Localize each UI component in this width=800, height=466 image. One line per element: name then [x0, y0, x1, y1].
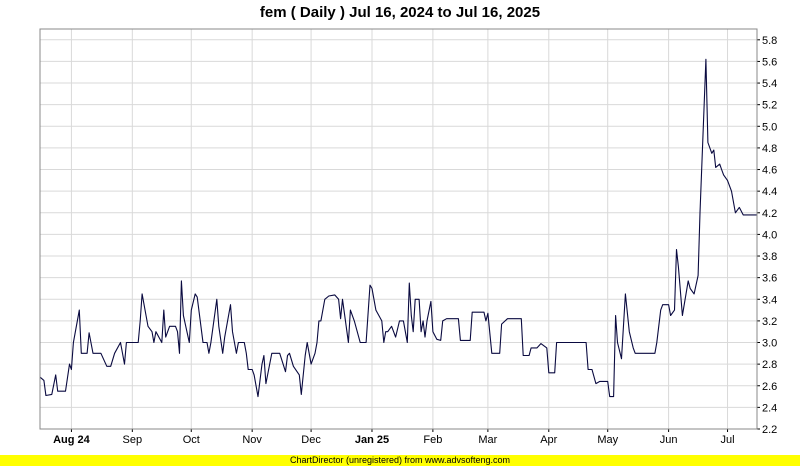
y-tick-label: 4.6	[762, 165, 777, 177]
y-tick-label: 5.4	[762, 78, 777, 90]
y-tick-label: 3.6	[762, 273, 777, 285]
y-tick-label: 2.4	[762, 402, 777, 414]
x-tick-label: Jun	[660, 434, 678, 446]
y-tick-label: 3.4	[762, 294, 777, 306]
plot-area-background	[40, 29, 757, 429]
y-tick-label: 2.8	[762, 359, 777, 371]
footer-text: ChartDirector (unregistered) from www.ad…	[289, 455, 511, 465]
y-tick-label: 2.6	[762, 381, 777, 393]
y-tick-label: 3.8	[762, 251, 777, 263]
x-tick-label: Feb	[423, 434, 442, 446]
x-tick-label: Aug 24	[53, 434, 91, 446]
x-tick-label: Nov	[242, 434, 262, 446]
y-tick-label: 5.6	[762, 56, 777, 68]
y-tick-label: 5.8	[762, 35, 777, 47]
x-tick-label: Dec	[301, 434, 321, 446]
footer-bar	[0, 455, 800, 466]
x-tick-label: Sep	[123, 434, 143, 446]
y-tick-label: 4.2	[762, 208, 777, 220]
grid-lines	[40, 29, 757, 430]
y-tick-label: 4.8	[762, 143, 777, 155]
x-tick-label: Oct	[183, 434, 200, 446]
y-tick-label: 3.0	[762, 338, 777, 350]
y-tick-label: 5.2	[762, 100, 777, 112]
y-tick-label: 3.2	[762, 316, 777, 328]
y-tick-label: 2.2	[762, 424, 777, 436]
chart-title: fem ( Daily ) Jul 16, 2024 to Jul 16, 20…	[259, 4, 541, 21]
plot-area-border	[39, 28, 758, 430]
x-tick-label: Apr	[540, 434, 557, 446]
tick-labels: 2.2 2.4 2.6 2.8 3.0 3.2 3.4 3.6 3.8 4.0 4.2 4.4 4.6 4…	[53, 35, 777, 446]
x-tick-label: Jul	[721, 434, 735, 446]
y-tick-label: 4.4	[762, 186, 777, 198]
y-tick-label: 4.0	[762, 229, 777, 241]
series-layer	[39, 58, 757, 398]
y-tick-label: 5.0	[762, 121, 777, 133]
x-tick-label: Mar	[478, 434, 497, 446]
series-line	[39, 58, 757, 398]
x-tick-label: Jan 25	[355, 434, 389, 446]
x-tick-label: May	[597, 434, 618, 446]
